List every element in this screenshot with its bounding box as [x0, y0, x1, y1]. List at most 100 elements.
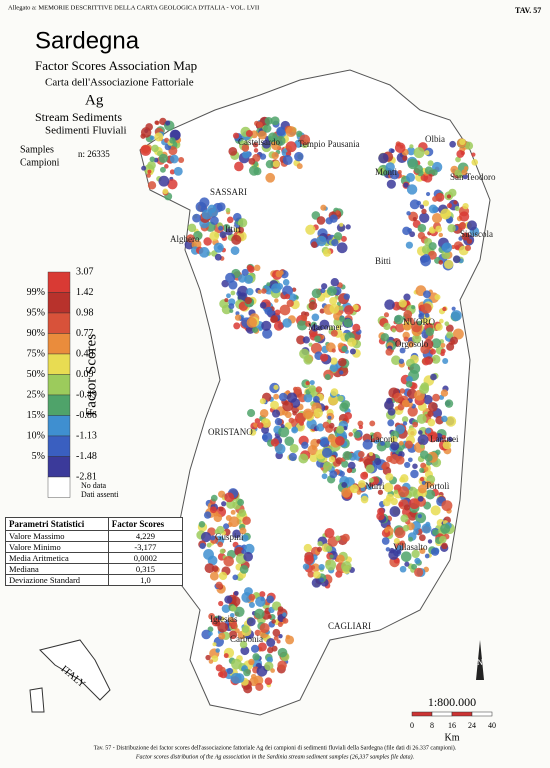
- blob: [141, 165, 147, 171]
- blob: [208, 613, 215, 620]
- blob: [268, 132, 278, 143]
- blob: [158, 175, 170, 187]
- blob: [427, 410, 434, 417]
- stats-row: Deviazione Standard 1,0: [5, 574, 184, 586]
- place-label: Tortolì: [425, 481, 450, 491]
- blob: [315, 386, 323, 393]
- blob: [373, 457, 382, 466]
- factor-score-blobs: [140, 116, 480, 694]
- blob: [282, 318, 292, 328]
- blob: [208, 659, 214, 664]
- blob: [252, 653, 260, 661]
- blob: [358, 425, 363, 430]
- blob: [239, 527, 247, 535]
- blob: [329, 214, 338, 223]
- blob: [306, 418, 317, 430]
- blob: [412, 334, 422, 344]
- blob: [428, 204, 438, 214]
- blob: [173, 166, 183, 176]
- legend-swatch: [47, 333, 71, 355]
- blob: [338, 470, 345, 477]
- blob: [419, 467, 425, 473]
- blob: [228, 146, 238, 156]
- blob: [327, 415, 332, 420]
- blob: [211, 565, 219, 572]
- stats-table: Parametri Statistici Factor Scores Valore …: [5, 517, 184, 586]
- blob: [449, 140, 456, 148]
- blob: [165, 120, 171, 126]
- stats-header: Factor Scores: [107, 517, 184, 531]
- scale-tick: 24: [468, 721, 476, 730]
- blob: [441, 542, 448, 550]
- blob: [257, 422, 264, 429]
- blob: [386, 179, 396, 189]
- blob: [347, 337, 357, 347]
- blob: [403, 310, 413, 319]
- blob: [403, 336, 409, 342]
- blob: [349, 484, 359, 494]
- stats-cell: Valore Minimo: [5, 541, 109, 553]
- blob: [325, 559, 337, 571]
- blob: [446, 342, 455, 351]
- blob: [434, 294, 441, 301]
- blob: [335, 436, 345, 446]
- blob: [203, 511, 212, 519]
- blob: [394, 142, 406, 154]
- blob: [444, 399, 454, 408]
- caption-en: Factor scores distribution of the Ag ass…: [135, 753, 414, 760]
- blob: [255, 596, 266, 607]
- blob: [422, 254, 431, 263]
- blob: [286, 392, 298, 403]
- blob: [164, 164, 169, 169]
- blob: [169, 169, 175, 175]
- place-label: Nurri: [365, 481, 385, 491]
- blob: [407, 457, 413, 463]
- blob: [311, 446, 316, 451]
- legend-value: -1.13: [76, 430, 97, 441]
- blob: [339, 316, 345, 323]
- blob: [345, 224, 351, 230]
- blob: [324, 373, 331, 381]
- blob: [289, 443, 299, 453]
- blob: [420, 344, 430, 355]
- stats-row: Valore Massimo 4,229: [5, 530, 184, 542]
- blob: [417, 320, 423, 326]
- blob: [414, 567, 424, 577]
- blob: [324, 405, 329, 410]
- blob: [377, 489, 384, 495]
- blob: [263, 124, 272, 133]
- scale-segment: [471, 711, 493, 717]
- blob: [373, 431, 382, 441]
- blob: [205, 654, 211, 661]
- blob: [341, 482, 348, 488]
- blob: [248, 602, 255, 608]
- blob: [311, 324, 319, 332]
- blob: [317, 541, 323, 547]
- blob: [444, 259, 454, 270]
- blob: [178, 157, 185, 164]
- blob: [425, 327, 435, 336]
- blob: [226, 667, 234, 675]
- blob: [198, 521, 206, 528]
- blob: [200, 531, 212, 543]
- blob: [239, 564, 249, 574]
- blob: [381, 537, 390, 545]
- blob: [217, 541, 224, 548]
- legend-percentile: 90%: [27, 328, 45, 339]
- blob: [224, 298, 229, 303]
- blob: [423, 394, 433, 405]
- blob: [389, 453, 400, 465]
- stats-cell: -3,177: [107, 541, 184, 553]
- blob: [424, 553, 430, 559]
- blob: [295, 130, 303, 138]
- blob: [413, 164, 423, 174]
- blob: [233, 590, 239, 596]
- blob: [206, 542, 212, 548]
- scale-ratio: 1:800.000: [428, 695, 476, 709]
- blob: [459, 221, 467, 229]
- blob: [431, 338, 442, 349]
- blob: [309, 380, 315, 386]
- samples-en: Samples: [20, 144, 54, 155]
- blob: [466, 220, 477, 231]
- blob: [273, 635, 279, 641]
